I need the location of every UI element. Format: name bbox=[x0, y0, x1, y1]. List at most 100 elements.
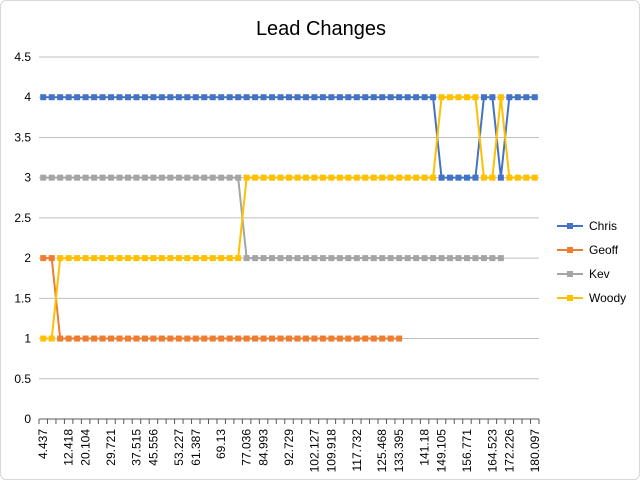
data-point bbox=[319, 94, 326, 101]
data-point bbox=[353, 174, 360, 181]
data-point bbox=[40, 255, 47, 262]
data-point bbox=[82, 94, 89, 101]
data-point bbox=[74, 255, 81, 262]
data-point bbox=[243, 94, 250, 101]
data-point bbox=[404, 94, 411, 101]
data-point bbox=[421, 255, 428, 262]
y-tick-label: 1.5 bbox=[14, 291, 31, 305]
data-point bbox=[286, 255, 292, 262]
data-point bbox=[184, 255, 191, 262]
data-point bbox=[167, 94, 174, 101]
data-point bbox=[192, 255, 199, 262]
data-point bbox=[141, 94, 148, 101]
legend-marker bbox=[567, 247, 573, 253]
data-point bbox=[235, 94, 242, 101]
data-point bbox=[447, 174, 454, 181]
data-point bbox=[99, 94, 106, 101]
legend-label: Geoff bbox=[589, 243, 619, 257]
data-point bbox=[48, 174, 55, 181]
data-point bbox=[497, 174, 504, 181]
data-point bbox=[235, 335, 242, 342]
x-tick-label: 20.104 bbox=[79, 429, 93, 466]
data-point bbox=[277, 174, 284, 181]
data-point bbox=[336, 255, 343, 262]
data-point bbox=[404, 174, 411, 181]
data-point bbox=[226, 174, 233, 181]
data-point bbox=[175, 335, 182, 342]
data-point bbox=[226, 255, 233, 262]
legend-item-kev[interactable]: Kev bbox=[557, 267, 610, 281]
data-point bbox=[463, 255, 470, 262]
data-point bbox=[99, 335, 106, 342]
x-tick-label: 69.13 bbox=[214, 429, 228, 459]
data-point bbox=[158, 174, 165, 181]
data-point bbox=[404, 255, 411, 262]
x-tick-label: 53.227 bbox=[172, 429, 186, 466]
x-tick-label: 61.387 bbox=[189, 429, 203, 466]
data-point bbox=[362, 94, 369, 101]
data-point bbox=[269, 94, 276, 101]
data-point bbox=[65, 335, 72, 342]
data-point bbox=[167, 335, 174, 342]
data-point bbox=[328, 255, 335, 262]
data-point bbox=[243, 335, 250, 342]
data-point bbox=[218, 255, 225, 262]
data-point bbox=[218, 335, 225, 342]
grid-lines bbox=[39, 56, 539, 380]
data-point bbox=[48, 335, 55, 342]
data-point bbox=[396, 94, 403, 101]
data-point bbox=[294, 335, 301, 342]
data-point bbox=[328, 94, 335, 101]
data-point bbox=[40, 335, 47, 342]
x-tick-label: 149.105 bbox=[435, 429, 449, 473]
data-point bbox=[531, 174, 538, 181]
data-point bbox=[421, 174, 428, 181]
data-point bbox=[150, 174, 157, 181]
data-point bbox=[328, 174, 335, 181]
x-tick-label: 156.771 bbox=[460, 429, 474, 473]
data-point bbox=[396, 255, 403, 262]
x-tick-label: 109.918 bbox=[324, 429, 338, 473]
legend[interactable]: Chris Geoff Kev Woody bbox=[557, 219, 626, 305]
data-point bbox=[82, 255, 89, 262]
y-tick-label: 3.5 bbox=[14, 130, 31, 144]
data-point bbox=[455, 255, 462, 262]
x-axis: 4.437 12.418 20.104 29.721 37.515 45.556 53.22… bbox=[36, 418, 542, 473]
data-point bbox=[345, 94, 352, 101]
data-point bbox=[336, 335, 343, 342]
data-point bbox=[413, 94, 420, 101]
legend-item-woody[interactable]: Woody bbox=[557, 291, 626, 305]
data-point bbox=[48, 255, 55, 262]
data-point bbox=[447, 255, 454, 262]
data-point bbox=[141, 255, 148, 262]
data-point bbox=[57, 94, 64, 101]
data-point bbox=[353, 94, 360, 101]
legend-marker bbox=[567, 223, 573, 229]
legend-item-chris[interactable]: Chris bbox=[557, 219, 617, 233]
data-point bbox=[226, 335, 233, 342]
data-point bbox=[108, 255, 115, 262]
legend-item-geoff[interactable]: Geoff bbox=[557, 243, 619, 257]
data-point bbox=[523, 94, 530, 101]
data-point bbox=[430, 174, 437, 181]
data-point bbox=[108, 335, 115, 342]
data-point bbox=[286, 174, 292, 181]
data-point bbox=[57, 174, 64, 181]
data-point bbox=[269, 174, 276, 181]
data-point bbox=[472, 94, 479, 101]
data-point bbox=[362, 335, 369, 342]
data-point bbox=[294, 174, 301, 181]
data-point bbox=[387, 335, 394, 342]
x-tick-label: 125.468 bbox=[375, 429, 389, 473]
data-point bbox=[463, 174, 470, 181]
data-point bbox=[209, 255, 216, 262]
data-point bbox=[91, 255, 98, 262]
series-lines bbox=[40, 94, 538, 342]
data-point bbox=[91, 174, 98, 181]
data-point bbox=[362, 255, 369, 262]
x-tick-label: 172.226 bbox=[502, 429, 516, 473]
data-point bbox=[472, 255, 479, 262]
data-point bbox=[150, 335, 157, 342]
